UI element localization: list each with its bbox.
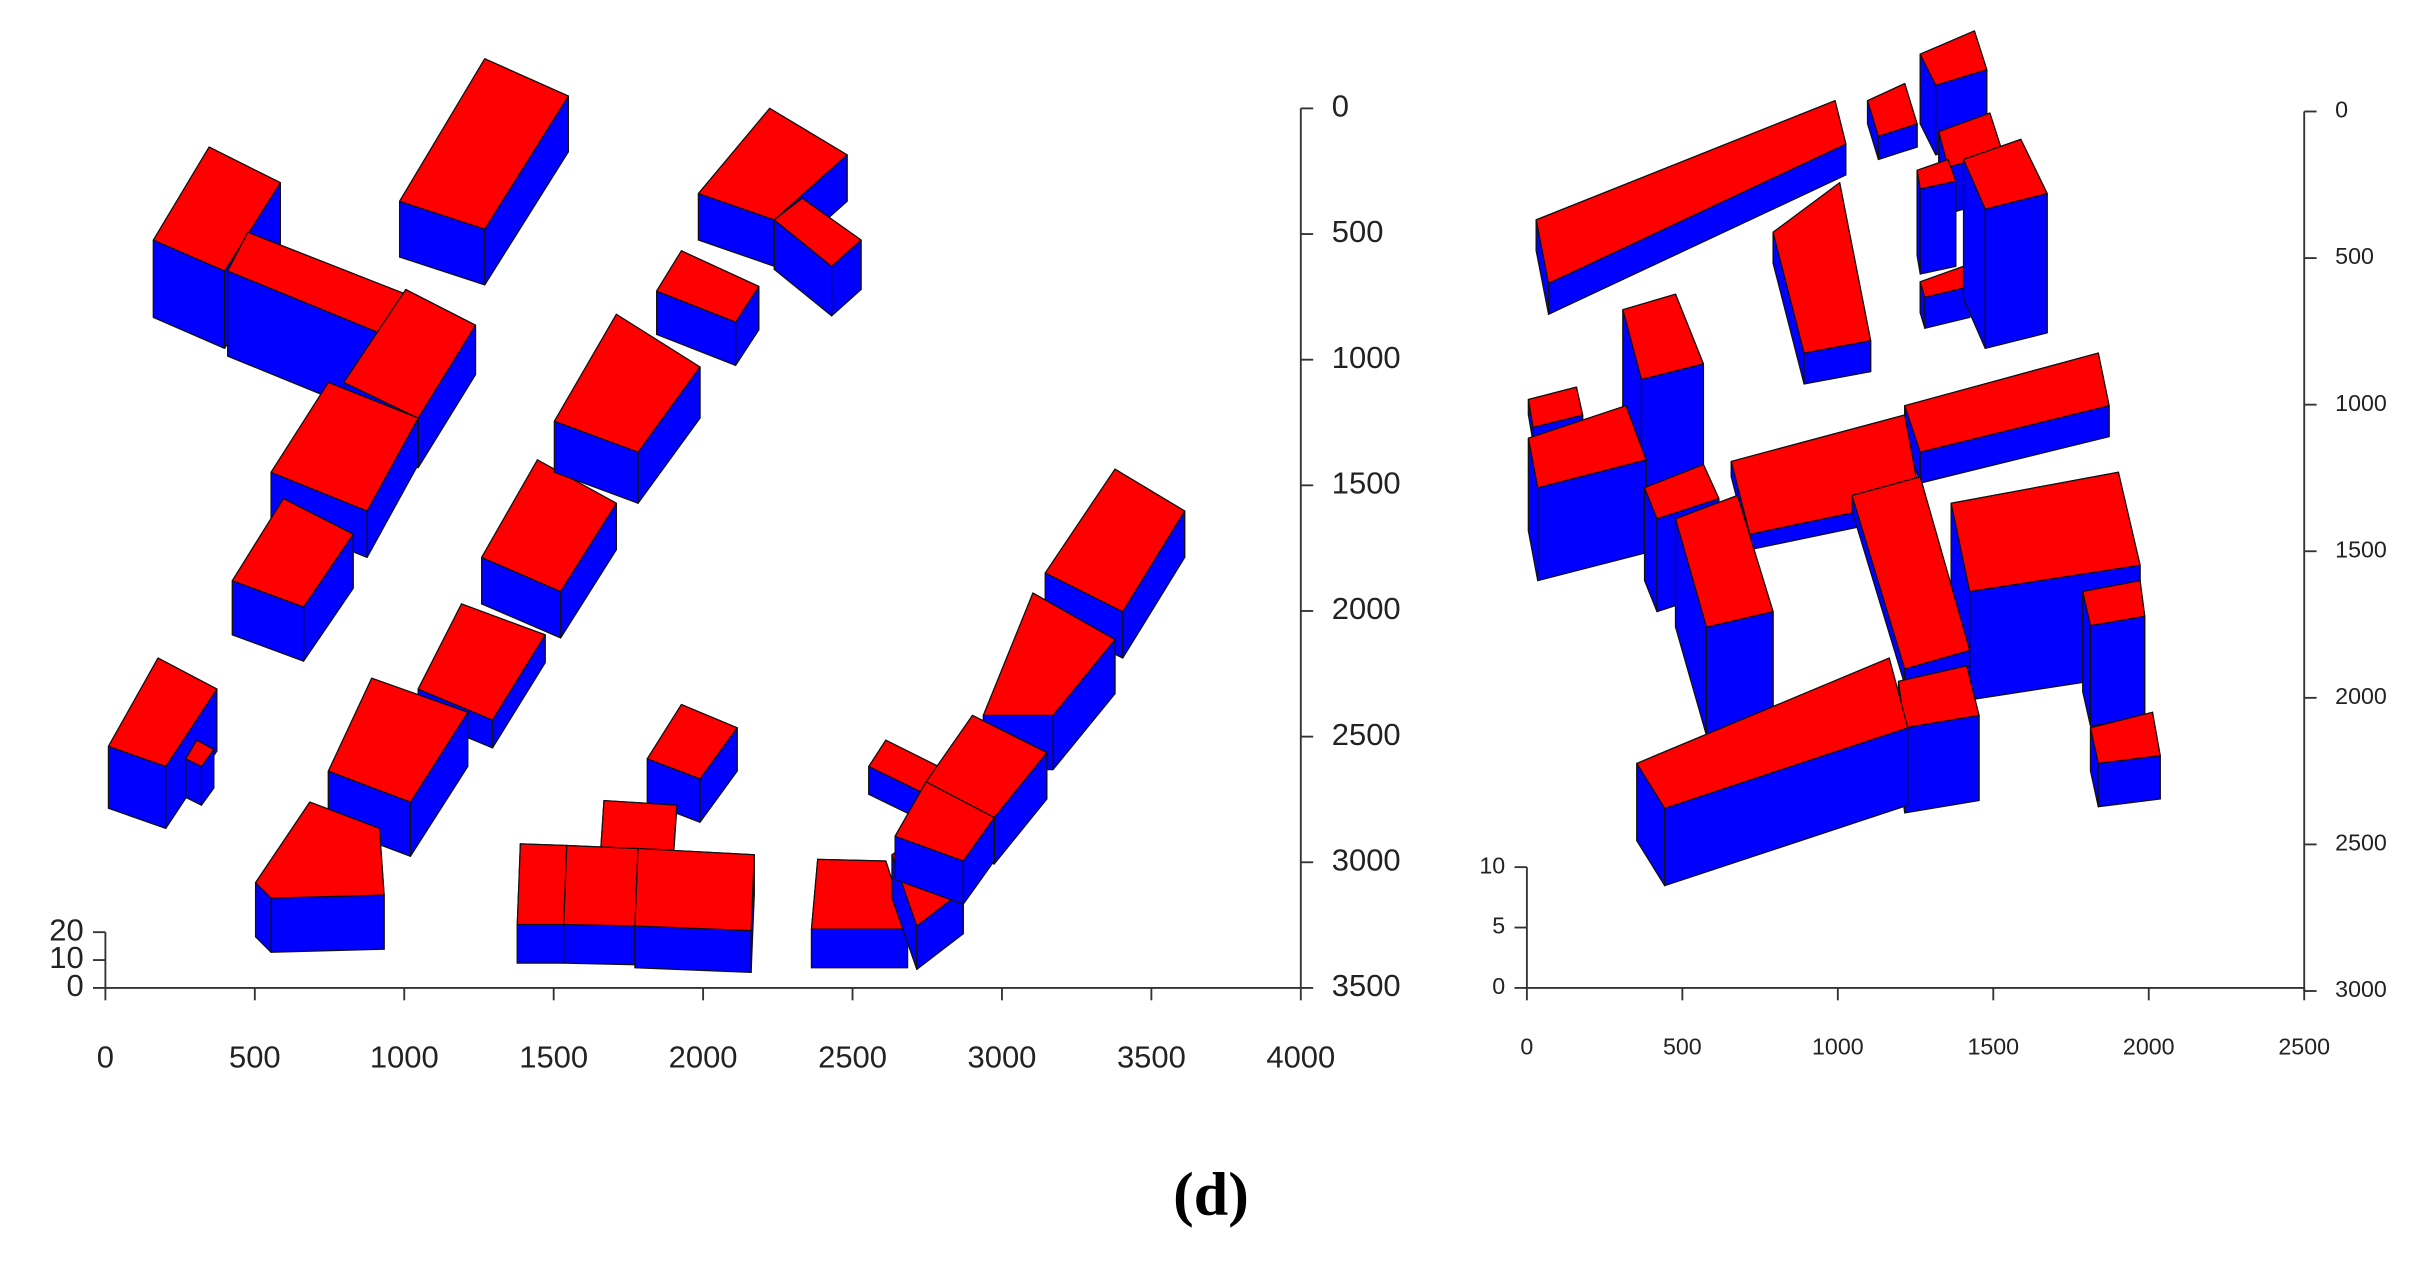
building-roof bbox=[254, 801, 385, 899]
building-side bbox=[270, 894, 385, 953]
x-tick-label: 2000 bbox=[2123, 1033, 2175, 1059]
building-side bbox=[563, 923, 636, 966]
building-roof bbox=[398, 58, 570, 230]
buildings bbox=[107, 30, 2161, 974]
x-tick-label: 2500 bbox=[2278, 1033, 2330, 1059]
y-tick-label: 3500 bbox=[1332, 968, 1401, 1003]
building-roof bbox=[810, 858, 909, 930]
building-side bbox=[810, 928, 909, 969]
building-roof bbox=[894, 781, 995, 862]
building-roof bbox=[773, 197, 862, 267]
building-roof bbox=[516, 843, 568, 926]
x-tick-label: 1500 bbox=[519, 1039, 588, 1074]
y-tick-label: 2000 bbox=[2335, 683, 2387, 709]
building-roof bbox=[1527, 405, 1647, 489]
building-roof bbox=[2089, 711, 2161, 765]
y-tick-label: 1000 bbox=[1332, 340, 1401, 375]
x-tick-label: 4000 bbox=[1266, 1039, 1335, 1074]
building-roof bbox=[1904, 352, 2110, 453]
y-tick-label: 0 bbox=[1332, 89, 1349, 124]
x-tick-label: 2500 bbox=[818, 1039, 887, 1074]
building-roof bbox=[1527, 386, 1584, 428]
z-tick-label: 0 bbox=[66, 968, 83, 1003]
building-roof bbox=[553, 313, 701, 453]
building-roof bbox=[1772, 182, 1872, 354]
building-roof bbox=[2082, 580, 2146, 627]
building-roof bbox=[152, 146, 281, 272]
building-side bbox=[2097, 755, 2161, 808]
building-side bbox=[634, 925, 752, 974]
building-roof bbox=[327, 677, 469, 803]
x-tick-label: 2000 bbox=[669, 1039, 738, 1074]
x-tick-label: 500 bbox=[229, 1039, 281, 1074]
z-tick-label: 5 bbox=[1492, 913, 1505, 939]
z-tick-label: 20 bbox=[49, 912, 83, 947]
building-roof bbox=[1950, 471, 2141, 593]
z-tick-label: 0 bbox=[1492, 973, 1505, 999]
x-tick-label: 1500 bbox=[1967, 1033, 2019, 1059]
y-tick-label: 3000 bbox=[2335, 976, 2387, 1002]
building-roof bbox=[1622, 293, 1705, 380]
y-tick-label: 2500 bbox=[2335, 830, 2387, 856]
x-tick-label: 0 bbox=[1520, 1033, 1533, 1059]
x-tick-label: 3000 bbox=[968, 1039, 1037, 1074]
y-tick-label: 3000 bbox=[1332, 842, 1401, 877]
building-roof bbox=[1962, 138, 2048, 210]
x-tick-label: 0 bbox=[97, 1039, 114, 1074]
building-side bbox=[2089, 615, 2146, 727]
building-roof bbox=[1919, 30, 1988, 86]
building-side bbox=[1919, 180, 1957, 275]
building-side bbox=[1984, 192, 2048, 350]
y-tick-label: 1000 bbox=[2335, 390, 2387, 416]
x-tick-label: 1000 bbox=[370, 1039, 439, 1074]
building-side bbox=[1904, 714, 1980, 814]
building-roof bbox=[343, 288, 477, 419]
building-roof bbox=[1916, 158, 1957, 190]
building-roof bbox=[1535, 100, 1847, 284]
building-roof bbox=[1044, 468, 1186, 613]
building-roof bbox=[481, 459, 618, 593]
building-side bbox=[516, 923, 565, 964]
building-roof bbox=[1674, 494, 1774, 628]
x-tick-label: 3500 bbox=[1117, 1039, 1186, 1074]
building-roof bbox=[1851, 476, 1971, 670]
building-roof bbox=[563, 844, 639, 927]
y-tick-label: 500 bbox=[2335, 243, 2374, 269]
y-tick-label: 0 bbox=[2335, 97, 2348, 123]
building-roof bbox=[646, 703, 738, 780]
building-roof bbox=[982, 592, 1116, 717]
building-roof bbox=[1866, 82, 1918, 137]
building-roof bbox=[270, 381, 419, 512]
building-roof bbox=[1636, 657, 1909, 809]
building-roof bbox=[417, 603, 546, 721]
y-tick-label: 1500 bbox=[2335, 536, 2387, 562]
building-roof bbox=[656, 250, 760, 323]
building-roof bbox=[185, 739, 215, 768]
building-roof bbox=[697, 107, 848, 221]
x-tick-label: 1000 bbox=[1812, 1033, 1864, 1059]
figure-label: (d) bbox=[1173, 1160, 1249, 1228]
y-tick-label: 2500 bbox=[1332, 717, 1401, 752]
y-tick-label: 500 bbox=[1332, 214, 1384, 249]
x-tick-label: 500 bbox=[1663, 1033, 1702, 1059]
building-roof bbox=[634, 847, 755, 932]
building-roof bbox=[1643, 463, 1720, 520]
building-roof bbox=[107, 657, 218, 768]
building-roof bbox=[600, 799, 678, 851]
z-tick-label: 10 bbox=[49, 940, 83, 975]
building-roof bbox=[231, 497, 354, 608]
z-tick-label: 10 bbox=[1479, 852, 1505, 878]
y-tick-label: 2000 bbox=[1332, 591, 1401, 626]
y-tick-label: 1500 bbox=[1332, 466, 1401, 501]
